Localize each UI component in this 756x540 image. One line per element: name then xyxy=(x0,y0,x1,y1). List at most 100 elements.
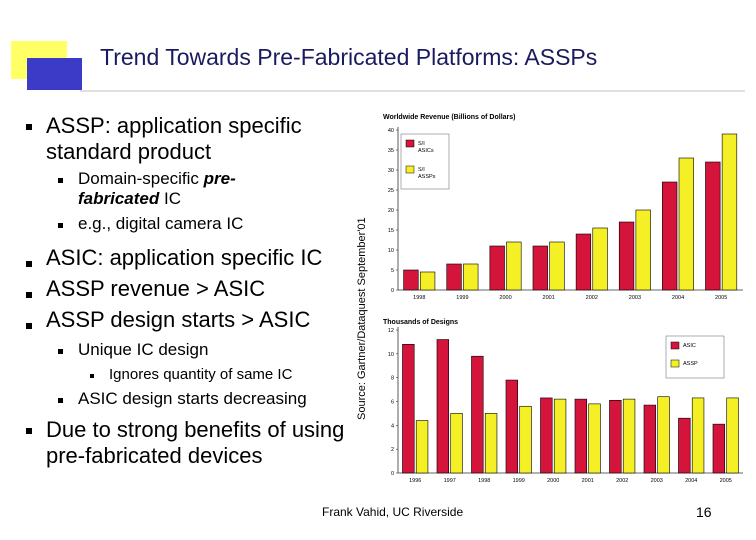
legend-swatch xyxy=(405,165,415,174)
y-tick-label: 20 xyxy=(388,208,394,214)
revenue-chart: Worldwide Revenue (Billions of Dollars) … xyxy=(383,114,743,301)
bar-assp xyxy=(726,397,739,474)
slide-title: Trend Towards Pre-Fabricated Platforms: … xyxy=(100,44,598,70)
bar-siasics xyxy=(532,245,548,291)
bar-siasics xyxy=(446,263,462,291)
y-tick-label: 10 xyxy=(388,248,394,254)
bar-assp xyxy=(484,413,498,474)
bar-asic xyxy=(402,343,415,474)
bullet-marker xyxy=(58,223,63,228)
bar-asic xyxy=(574,398,588,474)
legend-label: ASSP xyxy=(683,361,698,367)
page-number: 16 xyxy=(696,504,712,520)
bar-assp xyxy=(588,403,601,474)
bullet-marker xyxy=(58,398,63,403)
source-note: Source: Gartner/Dataquest September'01 xyxy=(356,217,368,420)
bar-asic xyxy=(436,339,450,474)
bar-siassps xyxy=(549,241,565,291)
x-tick-label: 1998 xyxy=(413,295,425,301)
bar-assp xyxy=(553,398,567,474)
bar-siasics xyxy=(662,181,678,291)
bar-siassps xyxy=(678,157,694,291)
x-tick-label: 2001 xyxy=(543,295,555,301)
legend-swatch xyxy=(405,139,415,148)
bar-siasics xyxy=(575,233,592,291)
bullet-benefits: Due to strong benefits of using pre-fabr… xyxy=(46,417,345,468)
x-tick-label: 2002 xyxy=(586,295,598,301)
bar-siasics xyxy=(618,221,635,291)
y-tick-label: 0 xyxy=(391,288,394,294)
y-tick-label: 5 xyxy=(391,268,394,274)
bullet-marker xyxy=(58,349,63,354)
x-tick-label: 1996 xyxy=(409,478,421,484)
bar-asic xyxy=(609,400,622,474)
x-tick-label: 2004 xyxy=(685,478,697,484)
bar-asic xyxy=(540,397,553,474)
legend-label: ASICs xyxy=(418,148,434,154)
bullet-marker xyxy=(26,124,32,130)
y-tick-label: 0 xyxy=(391,471,394,477)
corner-square-blue xyxy=(27,58,82,90)
y-tick-label: 2 xyxy=(391,447,394,453)
y-tick-label: 12 xyxy=(388,328,394,334)
x-tick-label: 2004 xyxy=(672,295,684,301)
domain-specific-text: Domain-specific xyxy=(78,169,199,188)
bullet-marker xyxy=(26,261,32,267)
legend-label: S/I xyxy=(418,141,425,147)
chart-title: Worldwide Revenue (Billions of Dollars) xyxy=(383,114,516,121)
bar-assp xyxy=(622,398,636,474)
bullet-asic-decreasing: ASIC design starts decreasing xyxy=(78,389,307,408)
y-tick-label: 30 xyxy=(388,168,394,174)
bar-siasics xyxy=(489,245,505,291)
ic-text: IC xyxy=(163,189,181,208)
x-tick-label: 1999 xyxy=(456,295,468,301)
legend-swatch xyxy=(670,341,680,350)
bar-siasics xyxy=(705,161,721,291)
x-tick-label: 2002 xyxy=(616,478,628,484)
bar-siasics xyxy=(403,269,419,291)
bullet-ignores-quantity: Ignores quantity of same IC xyxy=(109,366,293,383)
bar-siassps xyxy=(721,133,738,291)
x-tick-label: 2005 xyxy=(720,478,732,484)
x-tick-label: 2003 xyxy=(651,478,663,484)
bullet-revenue: ASSP revenue > ASIC xyxy=(46,276,266,301)
legend-label: ASSPs xyxy=(418,174,436,180)
x-tick-label: 2005 xyxy=(715,295,727,301)
bullet-marker xyxy=(26,323,32,329)
y-tick-label: 40 xyxy=(388,128,394,134)
bullet-domain-specific: Domain-specific pre-fabricated IC xyxy=(78,169,278,209)
y-tick-label: 10 xyxy=(388,352,394,358)
bullet-marker xyxy=(90,374,94,378)
x-tick-label: 2001 xyxy=(582,478,594,484)
bar-siassps xyxy=(592,227,608,291)
bar-siassps xyxy=(463,263,479,291)
bullet-assp-definition: ASSP: application specific standard prod… xyxy=(46,113,302,164)
x-tick-label: 1997 xyxy=(444,478,456,484)
x-tick-label: 2003 xyxy=(629,295,641,301)
bullet-marker xyxy=(26,292,32,298)
bar-siassps xyxy=(635,209,651,291)
bar-assp xyxy=(450,413,463,474)
chart-title: Thousands of Designs xyxy=(383,319,458,326)
legend-label: S/I xyxy=(418,167,425,173)
bullet-unique-ic: Unique IC design xyxy=(78,340,209,359)
bullet-list: ASSP: application specific standard prod… xyxy=(0,0,360,540)
legend-swatch xyxy=(670,359,680,368)
bullet-marker xyxy=(26,428,32,434)
y-tick-label: 15 xyxy=(388,228,394,234)
bar-assp xyxy=(415,420,429,474)
prefab-emphasis: pre-fabricated xyxy=(78,169,236,208)
bar-siassps xyxy=(506,241,522,291)
bullet-marker xyxy=(58,178,63,183)
y-tick-label: 8 xyxy=(391,376,394,382)
bar-assp xyxy=(657,396,670,474)
bullet-asic-definition: ASIC: application specific IC xyxy=(46,245,323,270)
x-tick-label: 1998 xyxy=(478,478,490,484)
bar-assp xyxy=(519,405,532,474)
y-tick-label: 6 xyxy=(391,400,394,406)
bar-assp xyxy=(691,397,705,474)
x-tick-label: 2000 xyxy=(547,478,559,484)
bullet-camera-example: e.g., digital camera IC xyxy=(78,214,244,233)
x-tick-label: 1999 xyxy=(513,478,525,484)
bar-asic xyxy=(678,417,691,474)
